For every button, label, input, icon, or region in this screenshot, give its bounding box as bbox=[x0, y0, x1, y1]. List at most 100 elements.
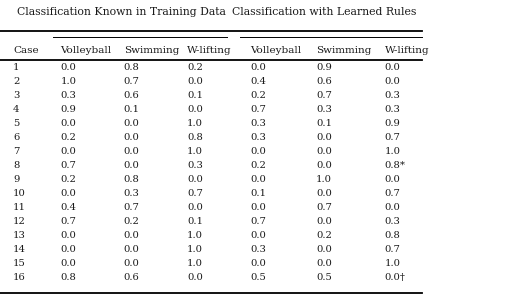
Text: 0.7: 0.7 bbox=[385, 189, 401, 198]
Text: 14: 14 bbox=[13, 245, 26, 254]
Text: 1.0: 1.0 bbox=[187, 147, 203, 156]
Text: 9: 9 bbox=[13, 175, 19, 184]
Text: 0.0: 0.0 bbox=[316, 217, 332, 226]
Text: 0.7: 0.7 bbox=[385, 245, 401, 254]
Text: 0.8: 0.8 bbox=[187, 133, 203, 142]
Text: 0.0: 0.0 bbox=[250, 231, 266, 240]
Text: 2: 2 bbox=[13, 77, 19, 86]
Text: 0.6: 0.6 bbox=[124, 273, 140, 282]
Text: 0.4: 0.4 bbox=[250, 77, 266, 86]
Text: 0.3: 0.3 bbox=[250, 245, 266, 254]
Text: 0.0: 0.0 bbox=[61, 147, 76, 156]
Text: 1: 1 bbox=[13, 63, 19, 72]
Text: 5: 5 bbox=[13, 119, 19, 128]
Text: 0.8: 0.8 bbox=[385, 231, 401, 240]
Text: 0.0: 0.0 bbox=[124, 133, 140, 142]
Text: 11: 11 bbox=[13, 203, 26, 212]
Text: 0.2: 0.2 bbox=[61, 175, 76, 184]
Text: 1.0: 1.0 bbox=[385, 147, 401, 156]
Text: 0.0: 0.0 bbox=[187, 273, 203, 282]
Text: 1.0: 1.0 bbox=[187, 245, 203, 254]
Text: 0.8: 0.8 bbox=[124, 175, 140, 184]
Text: 0.0: 0.0 bbox=[316, 147, 332, 156]
Text: 0.3: 0.3 bbox=[385, 217, 401, 226]
Text: 0.7: 0.7 bbox=[250, 217, 266, 226]
Text: Volleyball: Volleyball bbox=[250, 46, 301, 55]
Text: 4: 4 bbox=[13, 105, 19, 114]
Text: 0.0: 0.0 bbox=[61, 189, 76, 198]
Text: 0.3: 0.3 bbox=[250, 119, 266, 128]
Text: 0.0: 0.0 bbox=[385, 63, 401, 72]
Text: 0.6: 0.6 bbox=[316, 77, 332, 86]
Text: 0.0: 0.0 bbox=[187, 77, 203, 86]
Text: 0.7: 0.7 bbox=[124, 203, 140, 212]
Text: 0.5: 0.5 bbox=[316, 273, 332, 282]
Text: 0.7: 0.7 bbox=[385, 133, 401, 142]
Text: 0.2: 0.2 bbox=[250, 91, 266, 100]
Text: 0.7: 0.7 bbox=[250, 105, 266, 114]
Text: W-lifting: W-lifting bbox=[385, 46, 430, 55]
Text: 1.0: 1.0 bbox=[187, 259, 203, 268]
Text: 0.7: 0.7 bbox=[124, 77, 140, 86]
Text: 0.0: 0.0 bbox=[61, 119, 76, 128]
Text: 6: 6 bbox=[13, 133, 19, 142]
Text: 0.0: 0.0 bbox=[187, 203, 203, 212]
Text: 0.0: 0.0 bbox=[385, 203, 401, 212]
Text: 0.8*: 0.8* bbox=[385, 161, 406, 170]
Text: 12: 12 bbox=[13, 217, 26, 226]
Text: 0.0: 0.0 bbox=[316, 161, 332, 170]
Text: 0.0: 0.0 bbox=[316, 245, 332, 254]
Text: 0.0: 0.0 bbox=[187, 175, 203, 184]
Text: 1.0: 1.0 bbox=[187, 231, 203, 240]
Text: 0.7: 0.7 bbox=[316, 203, 332, 212]
Text: 0.0: 0.0 bbox=[316, 133, 332, 142]
Text: 0.2: 0.2 bbox=[124, 217, 140, 226]
Text: Volleyball: Volleyball bbox=[61, 46, 112, 55]
Text: 0.0: 0.0 bbox=[250, 259, 266, 268]
Text: 0.1: 0.1 bbox=[250, 189, 266, 198]
Text: 0.7: 0.7 bbox=[61, 161, 76, 170]
Text: 0.0: 0.0 bbox=[61, 231, 76, 240]
Text: 0.0: 0.0 bbox=[61, 63, 76, 72]
Text: 1.0: 1.0 bbox=[61, 77, 76, 86]
Text: Swimming: Swimming bbox=[124, 46, 179, 55]
Text: 0.3: 0.3 bbox=[385, 105, 401, 114]
Text: 0.0: 0.0 bbox=[124, 245, 140, 254]
Text: 0.0: 0.0 bbox=[124, 161, 140, 170]
Text: 0.9: 0.9 bbox=[61, 105, 76, 114]
Text: 0.2: 0.2 bbox=[61, 133, 76, 142]
Text: 0.3: 0.3 bbox=[385, 91, 401, 100]
Text: 0.0: 0.0 bbox=[61, 245, 76, 254]
Text: 1.0: 1.0 bbox=[316, 175, 332, 184]
Text: 0.5: 0.5 bbox=[250, 273, 266, 282]
Text: 0.0: 0.0 bbox=[250, 175, 266, 184]
Text: 0.3: 0.3 bbox=[187, 161, 203, 170]
Text: 0.9: 0.9 bbox=[385, 119, 401, 128]
Text: 0.6: 0.6 bbox=[124, 91, 140, 100]
Text: 3: 3 bbox=[13, 91, 19, 100]
Text: W-lifting: W-lifting bbox=[187, 46, 232, 55]
Text: 0.9: 0.9 bbox=[316, 63, 332, 72]
Text: Swimming: Swimming bbox=[316, 46, 372, 55]
Text: 0.0: 0.0 bbox=[124, 147, 140, 156]
Text: 0.2: 0.2 bbox=[187, 63, 203, 72]
Text: 7: 7 bbox=[13, 147, 19, 156]
Text: 0.1: 0.1 bbox=[187, 91, 203, 100]
Text: 0.7: 0.7 bbox=[61, 217, 76, 226]
Text: 0.2: 0.2 bbox=[316, 231, 332, 240]
Text: 0.0: 0.0 bbox=[250, 63, 266, 72]
Text: 0.0: 0.0 bbox=[385, 175, 401, 184]
Text: 16: 16 bbox=[13, 273, 26, 282]
Text: 0.0: 0.0 bbox=[61, 259, 76, 268]
Text: 0.0: 0.0 bbox=[250, 147, 266, 156]
Text: 0.0: 0.0 bbox=[250, 203, 266, 212]
Text: 0.4: 0.4 bbox=[61, 203, 76, 212]
Text: 0.0: 0.0 bbox=[124, 231, 140, 240]
Text: 15: 15 bbox=[13, 259, 26, 268]
Text: 0.7: 0.7 bbox=[316, 91, 332, 100]
Text: 0.2: 0.2 bbox=[250, 161, 266, 170]
Text: 10: 10 bbox=[13, 189, 26, 198]
Text: 1.0: 1.0 bbox=[385, 259, 401, 268]
Text: Classification Known in Training Data: Classification Known in Training Data bbox=[17, 7, 226, 18]
Text: 0.0: 0.0 bbox=[124, 259, 140, 268]
